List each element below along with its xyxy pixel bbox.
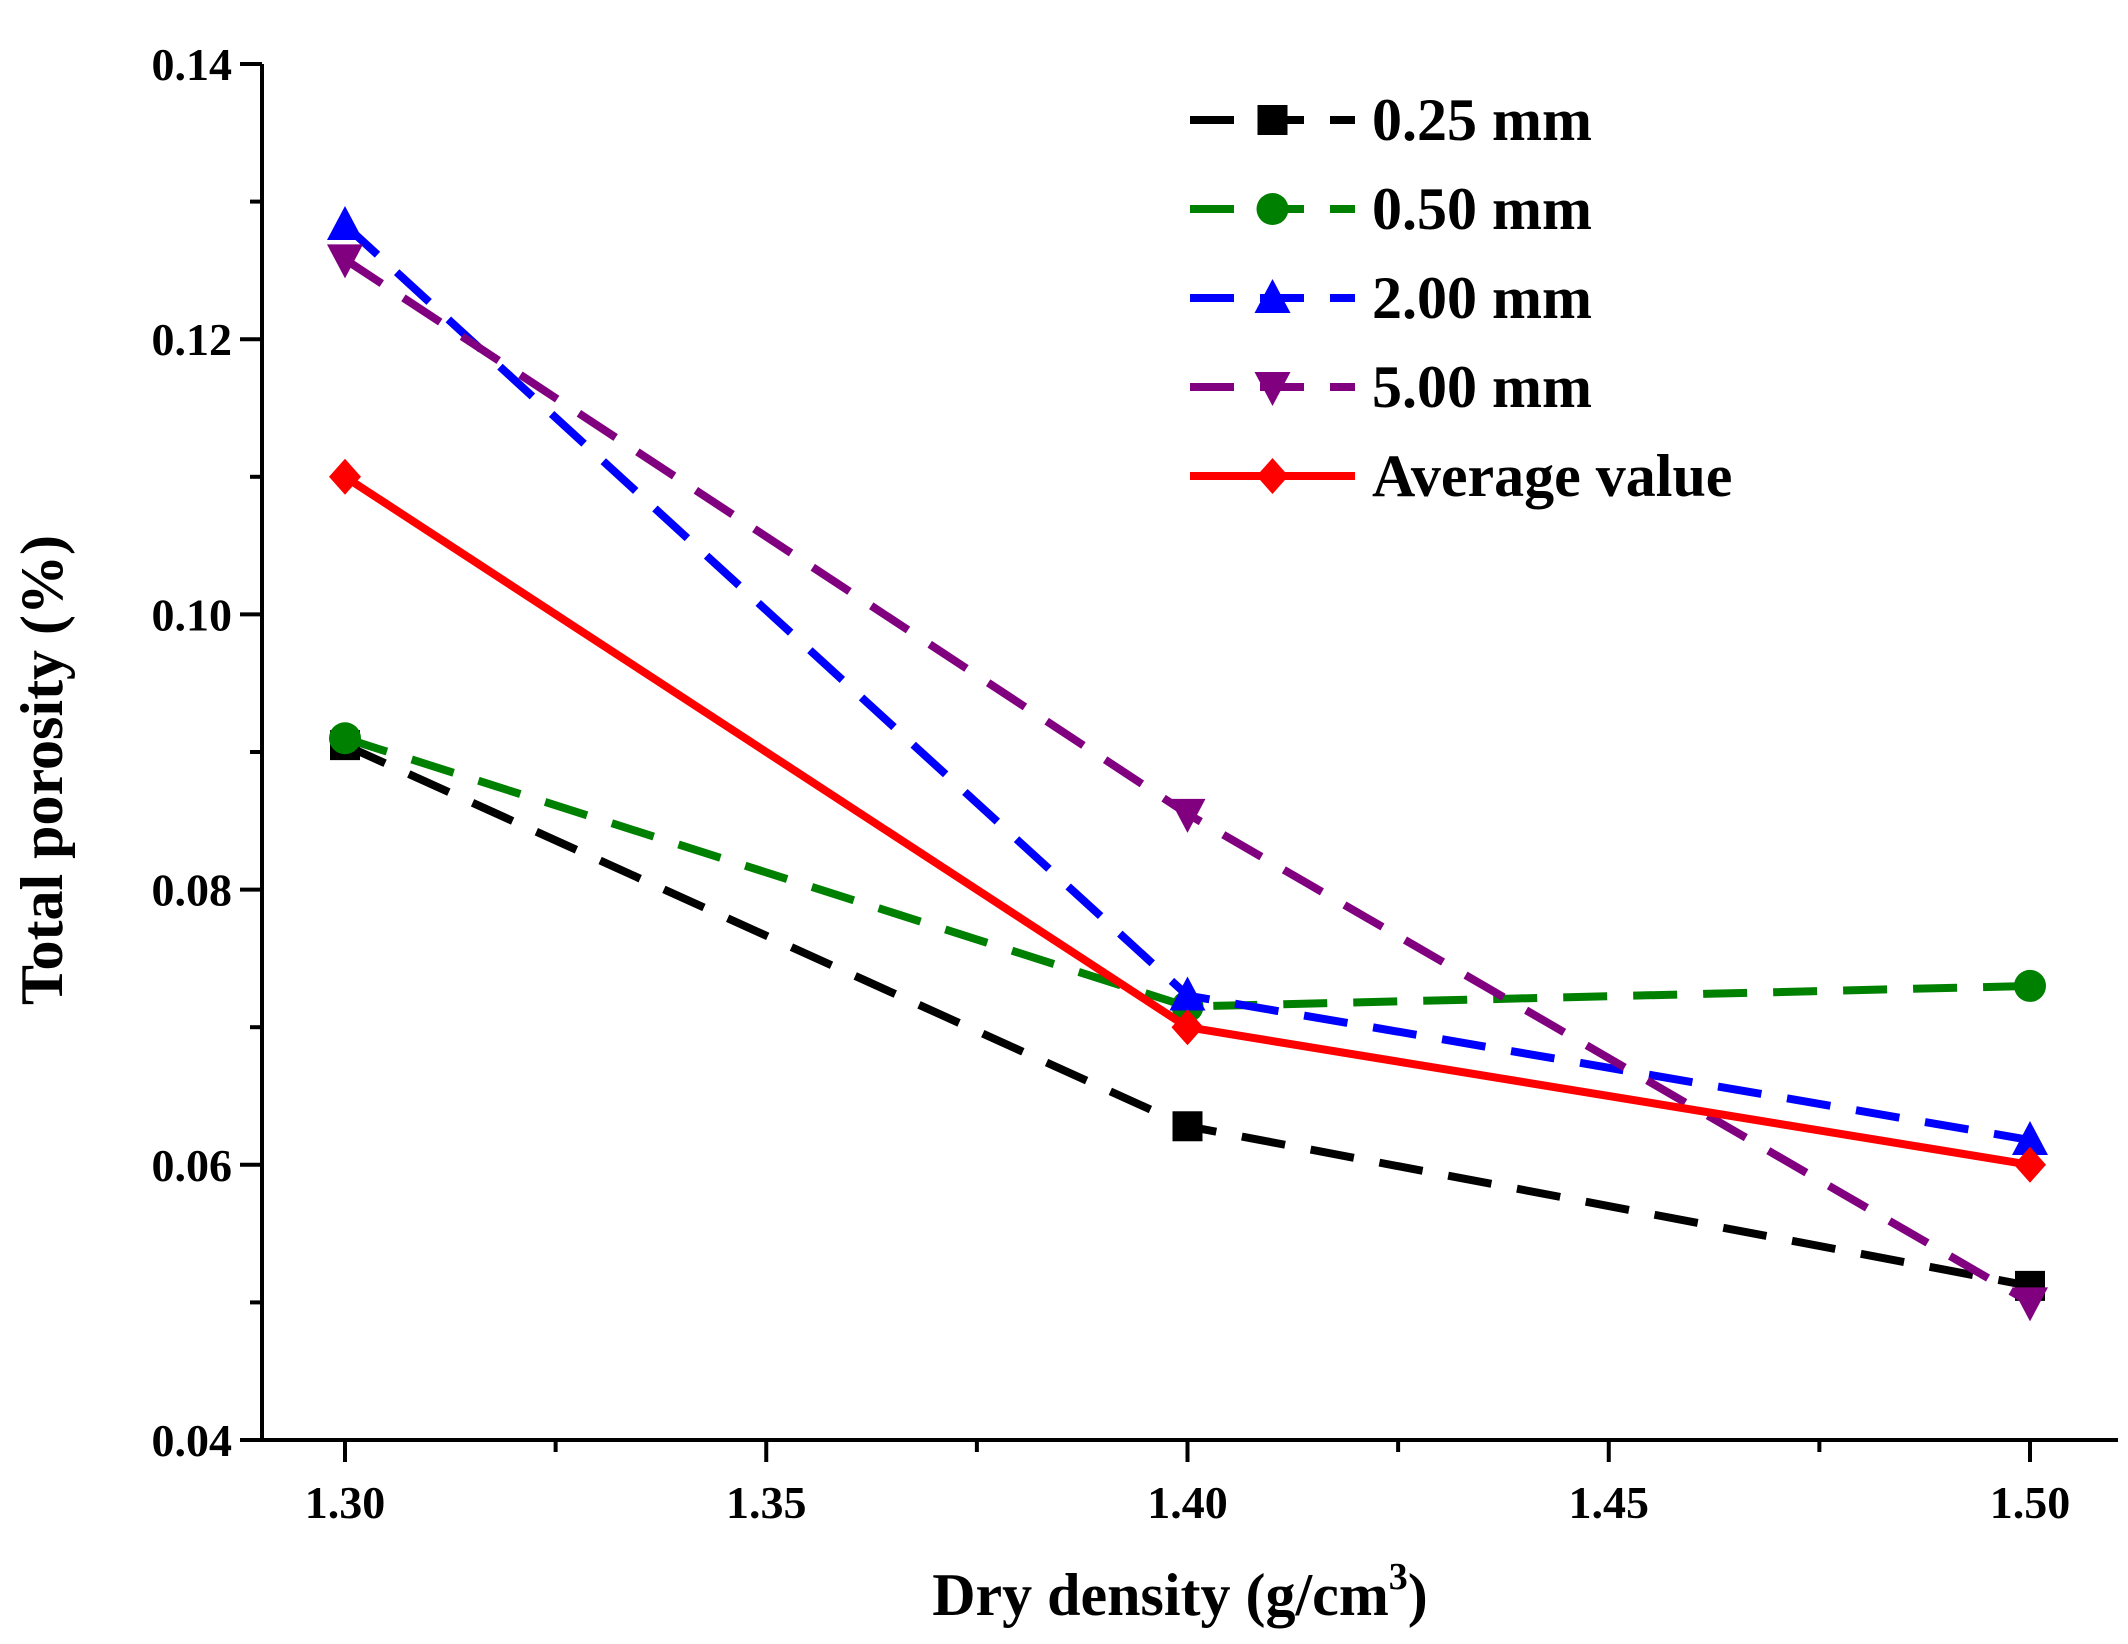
data-point [329, 722, 361, 755]
legend-item: Average value [1190, 443, 1732, 509]
legend-item: 0.50 mm [1190, 176, 1592, 242]
x-tick-label: 1.30 [305, 1477, 386, 1528]
legend-marker [1256, 458, 1289, 494]
series-2-00-mm [327, 205, 2048, 1156]
legend-label: 0.50 mm [1372, 176, 1592, 242]
data-point [2012, 1287, 2048, 1322]
legend-item: 5.00 mm [1190, 354, 1592, 420]
legend-marker [1254, 279, 1291, 313]
legend-label: 0.25 mm [1372, 87, 1592, 153]
data-point [2012, 1121, 2048, 1156]
legend-marker [1256, 193, 1289, 225]
data-point [327, 244, 363, 279]
x-axis-title-suffix: ) [1408, 1562, 1428, 1628]
x-axis-title-superscript: 3 [1389, 1556, 1408, 1598]
legend-marker [1257, 105, 1288, 135]
y-tick-label: 0.12 [152, 314, 233, 365]
legend-label: 2.00 mm [1372, 265, 1592, 331]
data-point [329, 458, 361, 495]
x-axis-title: Dry density (g/cm3) [932, 1556, 1428, 1628]
legend-label: 5.00 mm [1372, 354, 1592, 420]
data-point [2014, 1146, 2046, 1183]
series-layer [327, 205, 2048, 1322]
x-axis: 1.30 1.35 1.40 1.45 1.50 [305, 1440, 2071, 1528]
legend: 0.25 mm 0.50 mm 2.00 mm 5.00 mm Average valu… [1190, 87, 1732, 509]
data-point [1172, 1111, 1203, 1142]
legend-item: 0.25 mm [1190, 87, 1592, 153]
y-tick-label: 0.14 [152, 39, 233, 90]
series-5-00-mm [327, 244, 2048, 1322]
y-axis: 0.04 0.06 0.08 0.10 0.12 0.14 [152, 39, 262, 1466]
y-tick-label: 0.08 [152, 865, 233, 916]
x-axis-title-main: Dry density (g/cm [932, 1562, 1389, 1628]
y-tick-label: 0.04 [152, 1415, 233, 1466]
y-tick-label: 0.06 [152, 1140, 233, 1191]
data-point [1169, 976, 1206, 1011]
series-average-value [329, 458, 2046, 1183]
y-tick-label: 0.10 [152, 589, 233, 640]
y-axis-title: Total porosity (%) [9, 535, 75, 1005]
data-point [1171, 1009, 1204, 1046]
data-point [1169, 798, 1206, 833]
legend-item: 2.00 mm [1190, 265, 1592, 331]
x-tick-label: 1.50 [1990, 1477, 2071, 1528]
x-tick-label: 1.45 [1569, 1477, 1650, 1528]
series-line [342, 256, 2033, 1306]
data-point [327, 205, 363, 240]
legend-label: Average value [1372, 443, 1732, 509]
x-tick-label: 1.40 [1147, 1477, 1228, 1528]
plot-frame [260, 64, 2118, 1442]
series-line [343, 734, 2031, 1011]
data-point [2014, 969, 2046, 1002]
legend-marker [1254, 372, 1291, 406]
x-tick-label: 1.35 [726, 1477, 807, 1528]
